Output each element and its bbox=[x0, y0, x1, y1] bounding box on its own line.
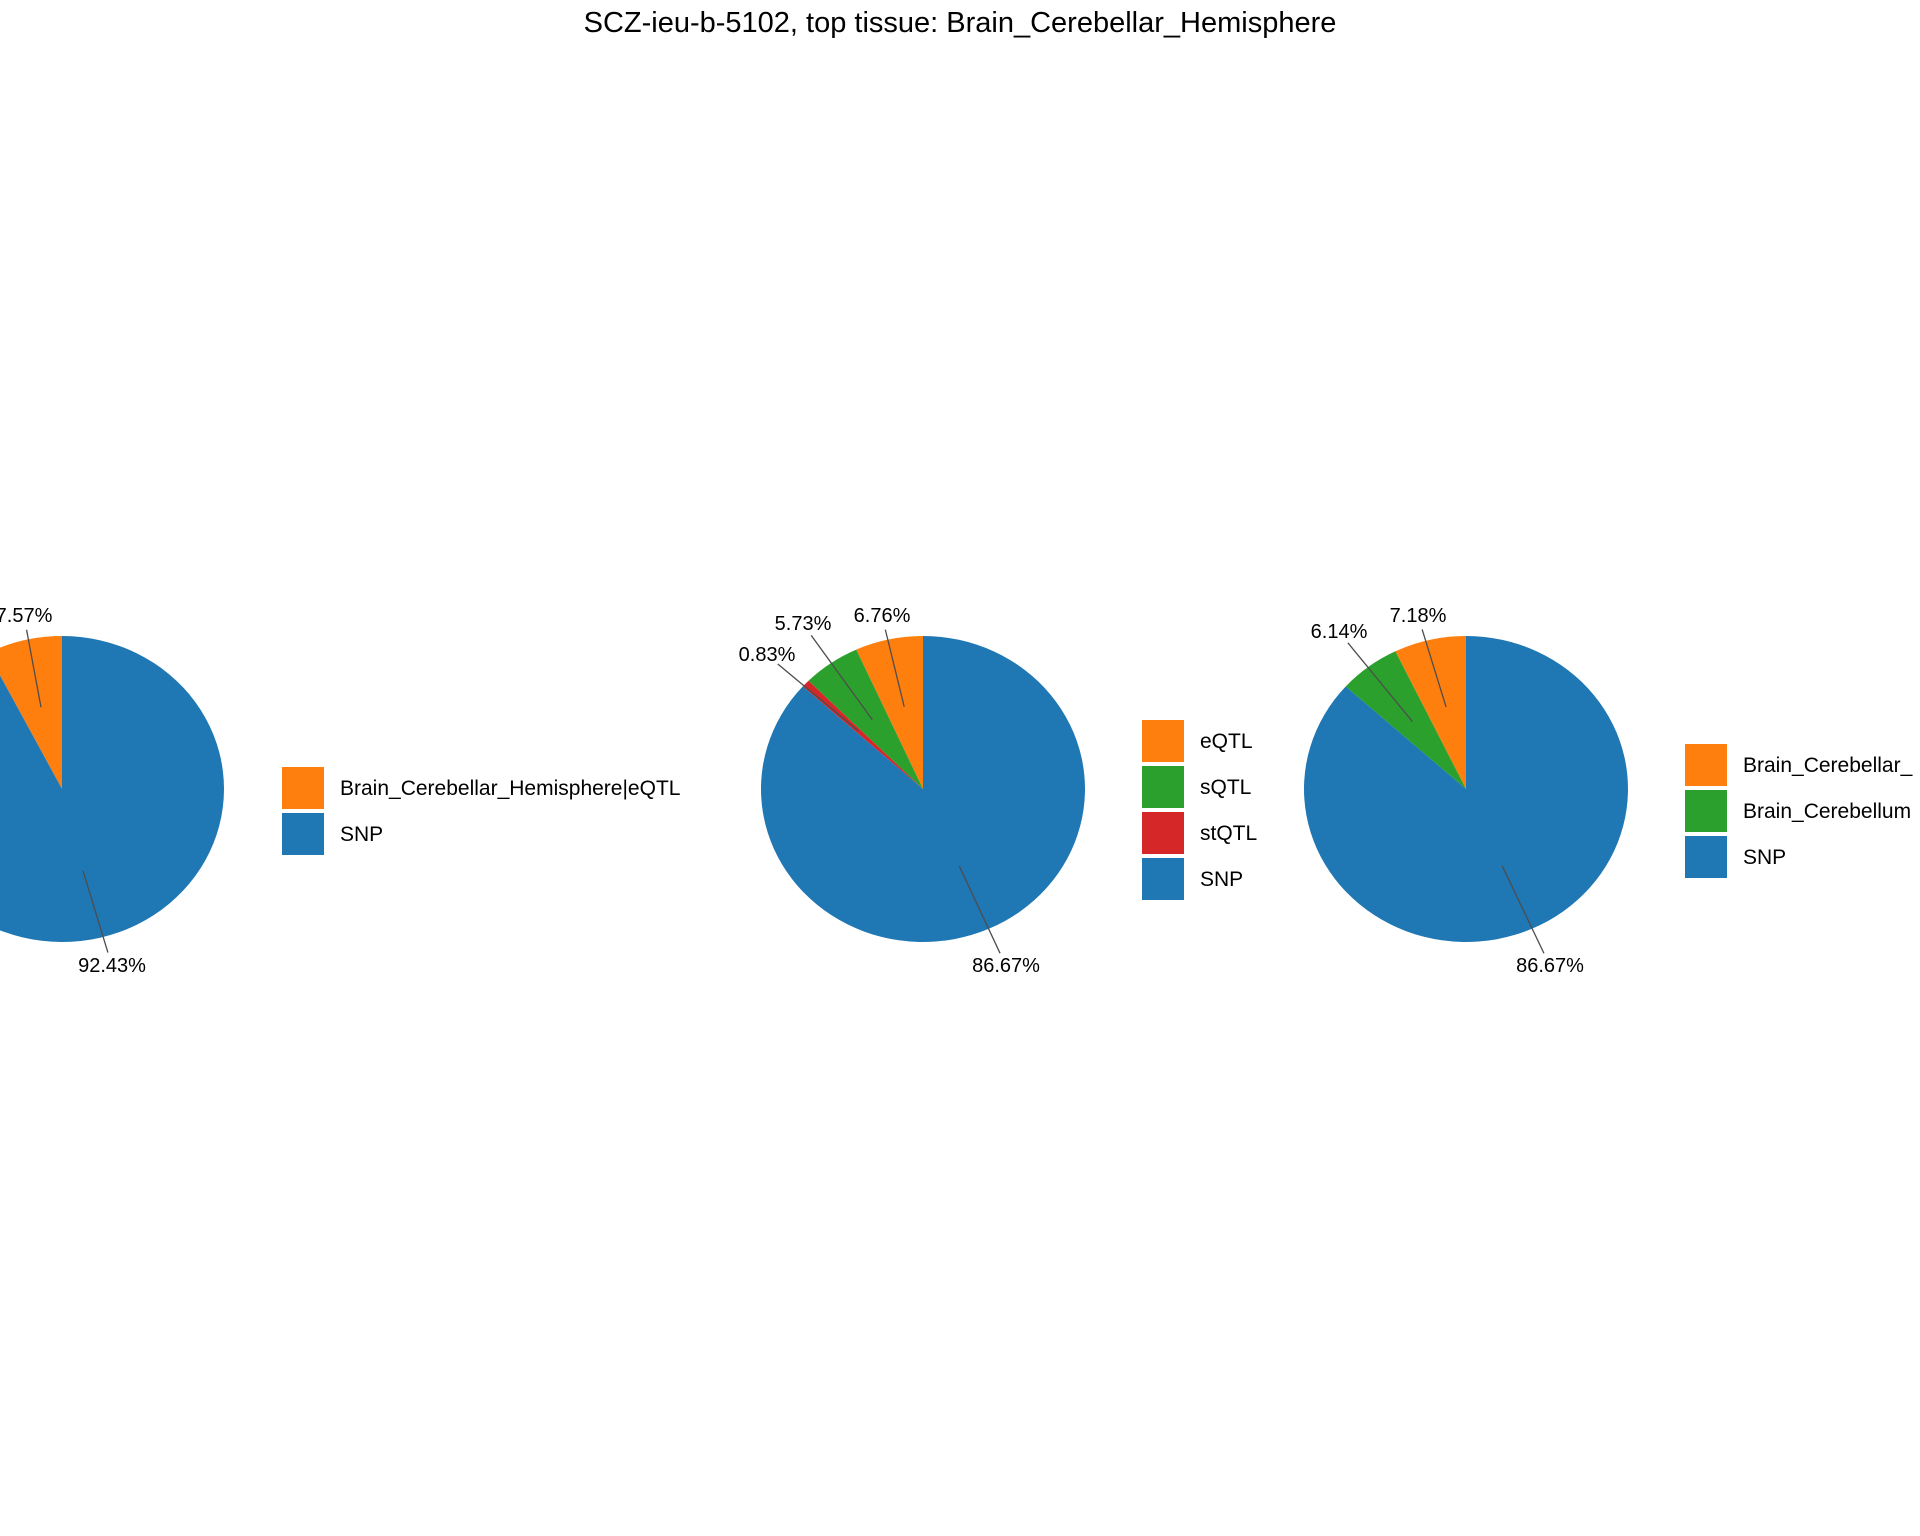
legend-label-brain-cerebellar-hemisphere-eqtl: Brain_Cerebellar_Hemisphere|eQTL bbox=[340, 777, 680, 800]
legend-swatch-eqtl bbox=[1142, 720, 1184, 762]
legend-swatch-sqtl bbox=[1142, 766, 1184, 808]
pie-slice-snp bbox=[1304, 636, 1628, 942]
pct-label-brain-cerebellum: 6.14% bbox=[1311, 621, 1368, 643]
leader-line-snp bbox=[958, 865, 1001, 954]
leader-line-brain-cerebellum bbox=[1347, 642, 1414, 723]
pie-slice-stqtl bbox=[802, 680, 923, 789]
pct-label-snp: 86.67% bbox=[1516, 955, 1584, 977]
pie-chart-3: 7.18% 6.14% 86.67% bbox=[1304, 605, 1628, 977]
chart-title: SCZ-ieu-b-5102, top tissue: Brain_Cerebe… bbox=[584, 7, 1337, 39]
pie-chart-2: 6.76% 5.73% 0.83% 86.67% bbox=[739, 605, 1085, 977]
leader-line-snp bbox=[82, 870, 109, 953]
legend-label-snp: SNP bbox=[1200, 868, 1243, 891]
leader-line-sqtl bbox=[810, 634, 873, 721]
leader-line-brain-cerebellar bbox=[1421, 629, 1447, 708]
leader-line-stqtl bbox=[777, 663, 859, 732]
legend-label-stqtl: stQTL bbox=[1200, 822, 1257, 845]
pie-chart-1: 7.57% 92.43% bbox=[0, 605, 224, 977]
legend-label-brain-cerebellum: Brain_Cerebellum bbox=[1743, 800, 1911, 823]
legend-3: Brain_Cerebellar_ Brain_Cerebellum SNP bbox=[1685, 744, 1913, 878]
legend-label-snp: SNP bbox=[340, 823, 383, 846]
pie-slice-brain-cerebellar-hemisphere-eqtl bbox=[0, 636, 62, 789]
legend-swatch-brain-cerebellar bbox=[1685, 744, 1727, 786]
legend-label-snp: SNP bbox=[1743, 846, 1786, 869]
leader-line-snp bbox=[1501, 865, 1545, 954]
pct-label-snp: 92.43% bbox=[78, 955, 146, 977]
legend-swatch-snp bbox=[1142, 858, 1184, 900]
legend-swatch-snp bbox=[1685, 836, 1727, 878]
legend-label-brain-cerebellar: Brain_Cerebellar_ bbox=[1743, 754, 1913, 777]
legend-swatch-stqtl bbox=[1142, 812, 1184, 854]
legend-2: eQTL sQTL stQTL SNP bbox=[1142, 720, 1257, 900]
pct-label-brain-cerebellar: 7.18% bbox=[1390, 605, 1447, 627]
leader-line-eqtl bbox=[884, 629, 905, 707]
pct-label-eqtl: 6.76% bbox=[854, 605, 911, 627]
pie-slice-brain-cerebellum bbox=[1345, 651, 1466, 789]
leader-line-brain-cerebellar-hemisphere-eqtl bbox=[25, 629, 42, 708]
legend-swatch-brain-cerebellar-hemisphere-eqtl bbox=[282, 767, 324, 809]
pct-label-snp: 86.67% bbox=[972, 955, 1040, 977]
legend-1: Brain_Cerebellar_Hemisphere|eQTL SNP bbox=[282, 767, 680, 855]
pie-slice-brain-cerebellar bbox=[1395, 636, 1466, 789]
legend-label-eqtl: eQTL bbox=[1200, 730, 1253, 753]
pct-label-sqtl: 5.73% bbox=[775, 613, 832, 635]
pie-slice-eqtl bbox=[856, 636, 923, 789]
legend-swatch-brain-cerebellum bbox=[1685, 790, 1727, 832]
legend-swatch-snp bbox=[282, 813, 324, 855]
pie-slice-snp bbox=[761, 636, 1085, 942]
legend-label-sqtl: sQTL bbox=[1200, 776, 1251, 799]
pie-slice-snp bbox=[0, 636, 224, 942]
pie-slice-sqtl bbox=[808, 649, 923, 789]
pct-label-brain-cerebellar-hemisphere-eqtl: 7.57% bbox=[0, 605, 53, 627]
pct-label-stqtl: 0.83% bbox=[739, 644, 796, 666]
